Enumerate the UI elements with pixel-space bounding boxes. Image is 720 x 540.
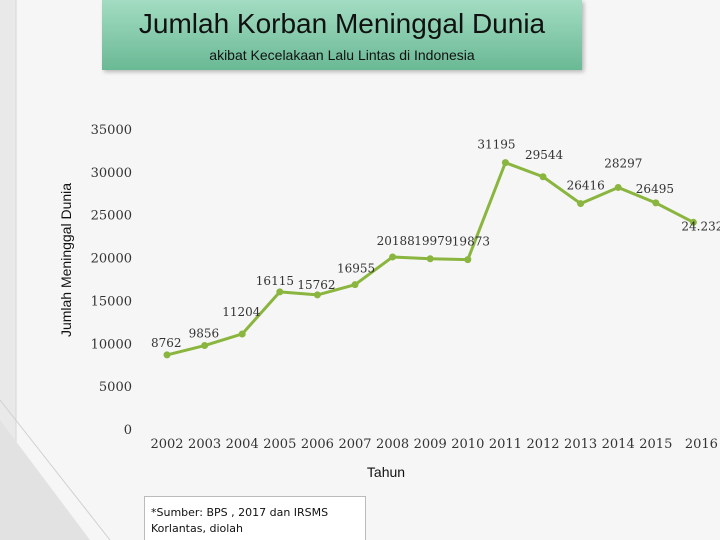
x-tick-label: 2004 (226, 437, 259, 452)
y-tick-label: 0 (124, 423, 132, 438)
data-label: 11204 (222, 305, 261, 319)
x-tick-label: 2010 (451, 437, 484, 452)
data-point (501, 159, 509, 167)
data-label: 29544 (525, 148, 564, 162)
x-tick-label: 2012 (526, 437, 559, 452)
data-point (389, 253, 397, 261)
data-label: 26416 (567, 179, 605, 193)
x-tick-label: 2016 (685, 437, 718, 452)
x-tick-label: 2008 (376, 437, 409, 452)
data-point (652, 199, 660, 207)
x-tick-label: 2014 (602, 437, 635, 452)
y-tick-label: 10000 (91, 337, 132, 352)
x-axis-label: Tahun (366, 464, 406, 480)
data-label: 20188 (377, 234, 415, 248)
data-point (201, 342, 209, 350)
data-point (313, 291, 321, 299)
y-tick-label: 5000 (99, 380, 132, 395)
y-tick-label: 15000 (91, 294, 132, 309)
y-tick-label: 25000 (91, 209, 132, 224)
x-tick-label: 2015 (639, 437, 672, 452)
x-tick-label: 2005 (263, 437, 296, 452)
data-point (426, 255, 434, 263)
data-point (689, 218, 697, 226)
data-point (238, 330, 246, 338)
title-banner: Jumlah Korban Meninggal Dunia akibat Kec… (102, 0, 582, 70)
data-point (539, 173, 547, 181)
chart-subtitle: akibat Kecelakaan Lalu Lintas di Indones… (209, 47, 475, 63)
source-note: *Sumber: BPS , 2017 dan IRSMS Korlantas,… (144, 496, 366, 540)
data-label: 31195 (477, 138, 515, 152)
data-point (577, 200, 585, 208)
data-point (464, 256, 472, 264)
data-label: 8762 (151, 336, 182, 350)
x-tick-label: 2009 (414, 437, 447, 452)
x-tick-label: 2003 (188, 437, 221, 452)
x-tick-label: 2007 (338, 437, 371, 452)
x-tick-label: 2002 (150, 437, 183, 452)
x-tick-label: 2011 (489, 437, 522, 452)
data-point (276, 288, 284, 296)
data-point (614, 183, 622, 191)
y-tick-label: 35000 (91, 123, 132, 138)
data-label: 15762 (297, 278, 335, 292)
data-point (351, 281, 359, 289)
x-tick-label: 2006 (301, 437, 334, 452)
chart-title: Jumlah Korban Meninggal Dunia (138, 8, 546, 39)
data-label: 26495 (636, 182, 674, 196)
data-label: 28297 (604, 156, 642, 170)
x-tick-label: 2013 (564, 437, 597, 452)
y-tick-label: 30000 (91, 166, 132, 181)
data-point (163, 351, 171, 359)
y-tick-label: 20000 (91, 252, 132, 267)
data-label: 19979 (414, 234, 452, 248)
data-label: 19873 (452, 235, 490, 249)
data-label: 16955 (337, 262, 375, 276)
data-label: 24.232 (681, 219, 720, 233)
data-label: 9856 (189, 327, 220, 341)
data-label: 16115 (256, 274, 294, 288)
